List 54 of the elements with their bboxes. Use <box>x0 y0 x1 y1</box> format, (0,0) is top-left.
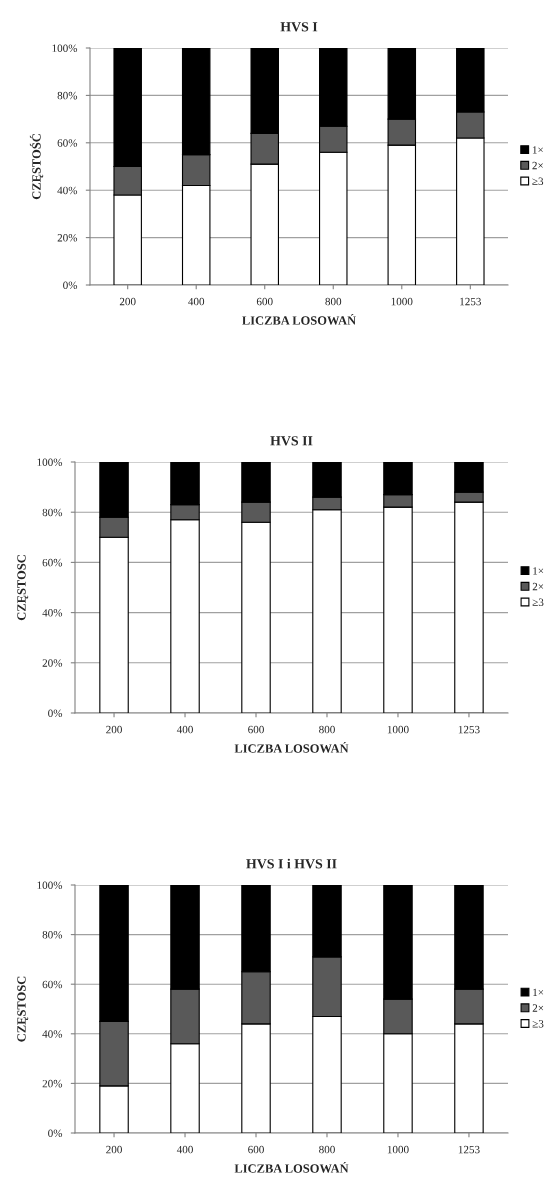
x-tick-label: 800 <box>319 1145 335 1154</box>
y-tick-label: 80% <box>42 508 63 517</box>
y-tick-label: 40% <box>42 1030 63 1038</box>
x-tick-label: 200 <box>106 1145 122 1154</box>
x-tick-label: 1253 <box>458 725 480 734</box>
chart-title: HVS II <box>270 436 313 446</box>
y-axis-title: CZĘSTOŚĆ <box>29 134 44 200</box>
y-tick-label: 40% <box>42 609 63 617</box>
x-tick-label: 1000 <box>391 297 413 306</box>
y-tick-label: 0% <box>48 709 63 717</box>
chart-title: HVS I i HVS II <box>246 858 337 869</box>
y-axis-title: CZĘSTOSC <box>17 555 29 621</box>
x-tick-label: 1253 <box>460 297 481 306</box>
legend-label: 2× <box>532 1004 544 1012</box>
legend-label: 2× <box>532 161 543 170</box>
y-tick-label: 80% <box>42 931 63 939</box>
x-tick-label: 1000 <box>387 725 409 734</box>
x-tick-label: 400 <box>188 297 205 306</box>
y-tick-label: 100% <box>52 44 78 52</box>
x-tick-label: 600 <box>248 725 264 734</box>
x-tick-label: 800 <box>319 725 335 734</box>
x-tick-label: 600 <box>248 1145 264 1154</box>
legend-label: ≥3 <box>532 177 544 186</box>
y-tick-label: 0% <box>48 1129 63 1137</box>
y-tick-label: 100% <box>37 458 63 466</box>
y-tick-label: 20% <box>57 234 78 242</box>
y-tick-label: 80% <box>57 91 78 100</box>
y-axis-title: CZĘSTOSC <box>17 976 29 1042</box>
legend-label: ≥3 <box>532 598 544 607</box>
y-tick-label: 60% <box>42 558 63 567</box>
y-tick-label: 40% <box>57 186 78 195</box>
legend-label: 1× <box>533 567 544 575</box>
x-tick-label: 200 <box>106 725 122 734</box>
x-axis-title: LICZBA LOSOWAŃ <box>234 741 349 753</box>
y-tick-label: 20% <box>42 659 63 667</box>
y-tick-label: 60% <box>57 139 78 147</box>
legend-label: 2× <box>532 582 544 591</box>
y-tick-label: 60% <box>42 980 63 989</box>
legend-label: ≥3 <box>532 1020 544 1028</box>
x-tick-label: 400 <box>176 725 193 734</box>
legend-label: 1× <box>532 146 543 154</box>
y-tick-label: 100% <box>37 881 63 889</box>
y-tick-label: 0% <box>63 281 78 289</box>
y-tick-label: 20% <box>42 1079 63 1088</box>
x-tick-label: 1000 <box>387 1145 409 1154</box>
chart-title: HVS I <box>280 22 318 32</box>
x-tick-label: 800 <box>325 297 342 306</box>
x-tick-label: 600 <box>256 297 273 306</box>
x-tick-label: 200 <box>119 297 136 306</box>
x-axis-title: LICZBA LOSOWAŃ <box>234 1161 349 1173</box>
legend-label: 1× <box>533 988 544 997</box>
x-tick-label: 400 <box>176 1145 193 1154</box>
x-tick-label: 1253 <box>458 1145 480 1154</box>
x-axis-title: LICZBA LOSOWAŃ <box>242 313 356 325</box>
